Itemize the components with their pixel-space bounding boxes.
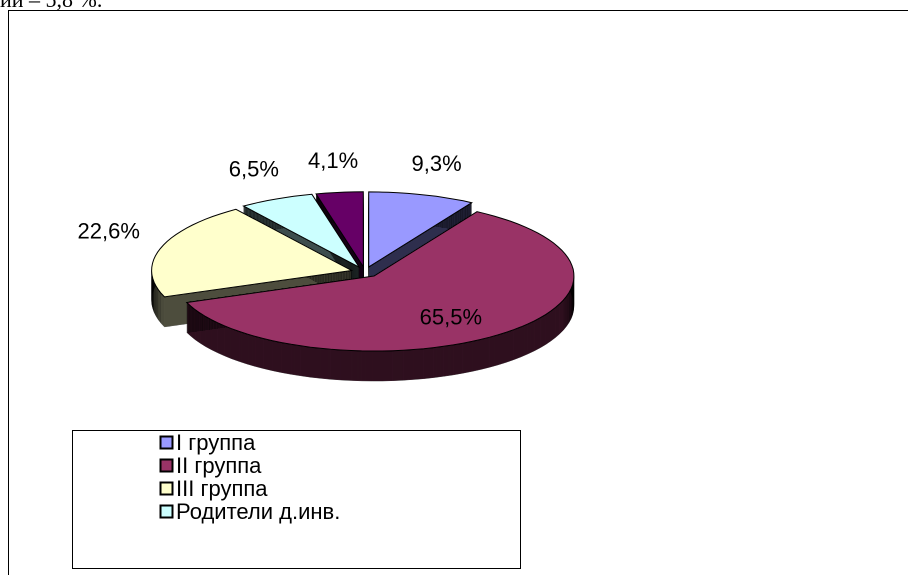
data-label: 4,1%: [308, 148, 358, 173]
slice: [242, 193, 361, 269]
data-label: 6,5%: [229, 156, 279, 181]
chart-frame: [8, 10, 908, 575]
legend-label: III группа: [176, 476, 268, 501]
page-text: ии – 5,8 %.: [0, 0, 102, 12]
data-label: 22,6%: [78, 218, 140, 243]
slice: [151, 208, 354, 298]
data-label: 9,3%: [412, 151, 462, 176]
slice: [368, 191, 473, 268]
legend-box: [72, 430, 521, 569]
data-label: 65,5%: [420, 304, 482, 329]
legend-swatch: [159, 481, 174, 496]
slice: [185, 211, 575, 352]
legend-swatch: [159, 458, 174, 473]
legend-swatch: [159, 435, 174, 450]
slice: [315, 191, 364, 269]
legend-swatch: [159, 504, 174, 519]
legend-label: I группа: [176, 430, 256, 455]
legend-label: II группа: [176, 453, 262, 478]
legend-label: Родители д.инв.: [176, 499, 340, 524]
